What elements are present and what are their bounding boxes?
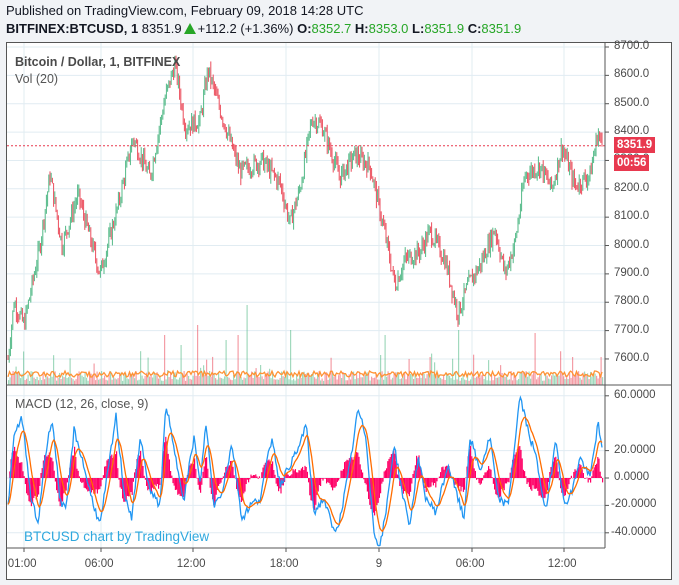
published-line: Published on TradingView.com, February 0… xyxy=(6,3,364,18)
macd-line xyxy=(7,395,603,547)
low-label: L: xyxy=(412,21,425,36)
macd-axis-label: -40.0000 xyxy=(611,525,657,538)
open-value: 8352.7 xyxy=(311,21,352,36)
high-value: 8353.0 xyxy=(368,21,409,36)
price-axis-label: 8400.0 xyxy=(614,125,650,138)
close-value: 8351.9 xyxy=(481,21,522,36)
price-axis-label: 8500.0 xyxy=(614,96,650,109)
watermark: BTCUSD chart by TradingView xyxy=(24,529,210,544)
symbol-ohlc-line: BITFINEX:BTCUSD, 1 8351.9 +112.2 (+1.36%)… xyxy=(6,21,521,36)
high-label: H: xyxy=(354,21,369,36)
price-axis-label: 8000.0 xyxy=(614,238,650,251)
time-axis-label: 12:00 xyxy=(176,558,206,570)
time-axis-label: 12:00 xyxy=(547,558,577,570)
macd-pane-title: MACD (12, 26, close, 9) xyxy=(15,397,149,411)
price-axis-label: 7800.0 xyxy=(614,295,650,308)
price-axis-label: 8100.0 xyxy=(614,210,650,223)
volume-bars xyxy=(8,305,604,385)
close-label: C: xyxy=(467,21,482,36)
low-value: 8351.9 xyxy=(424,21,465,36)
price-axis-label: 7900.0 xyxy=(614,266,650,279)
symbol-label: BITFINEX:BTCUSD, 1 xyxy=(6,21,139,36)
macd-axis-label: 20.0000 xyxy=(614,443,656,456)
up-arrow-icon xyxy=(183,23,196,34)
main-pane-title-text: Bitcoin / Dollar, 1, BITFINEX xyxy=(15,55,181,69)
volume-label: Vol (20) xyxy=(15,72,59,86)
price-candles xyxy=(7,55,603,363)
signal-line xyxy=(7,416,603,533)
countdown-tag: 00:56 xyxy=(614,155,650,171)
macd-axis-label: 60.0000 xyxy=(614,388,656,401)
price-axis-label: 8600.0 xyxy=(614,68,650,81)
macd-axis-label: 0.0000 xyxy=(614,471,650,483)
time-axis-label: 9 xyxy=(375,558,383,570)
price-change: +112.2 (+1.36%) xyxy=(197,21,294,36)
price-axis-label: 7600.0 xyxy=(614,351,650,364)
time-axis-label: 06:00 xyxy=(84,558,114,570)
macd-axis-label: -20.0000 xyxy=(611,498,657,511)
time-axis-label: 18:00 xyxy=(269,558,299,570)
price-axis-label: 7700.0 xyxy=(614,323,650,336)
time-axis-label: 06:00 xyxy=(455,558,485,570)
time-axis-label: 01:00 xyxy=(7,558,37,570)
last-price-tag: 8351.9 xyxy=(614,137,656,153)
open-label: O: xyxy=(297,21,312,36)
price-axis-label: 8700.0 xyxy=(614,40,650,52)
last-price: 8351.9 xyxy=(141,21,182,36)
main-pane-title: Bitcoin / Dollar, 1, BITFINEX xyxy=(15,55,180,69)
price-axis-label: 8200.0 xyxy=(614,181,650,194)
